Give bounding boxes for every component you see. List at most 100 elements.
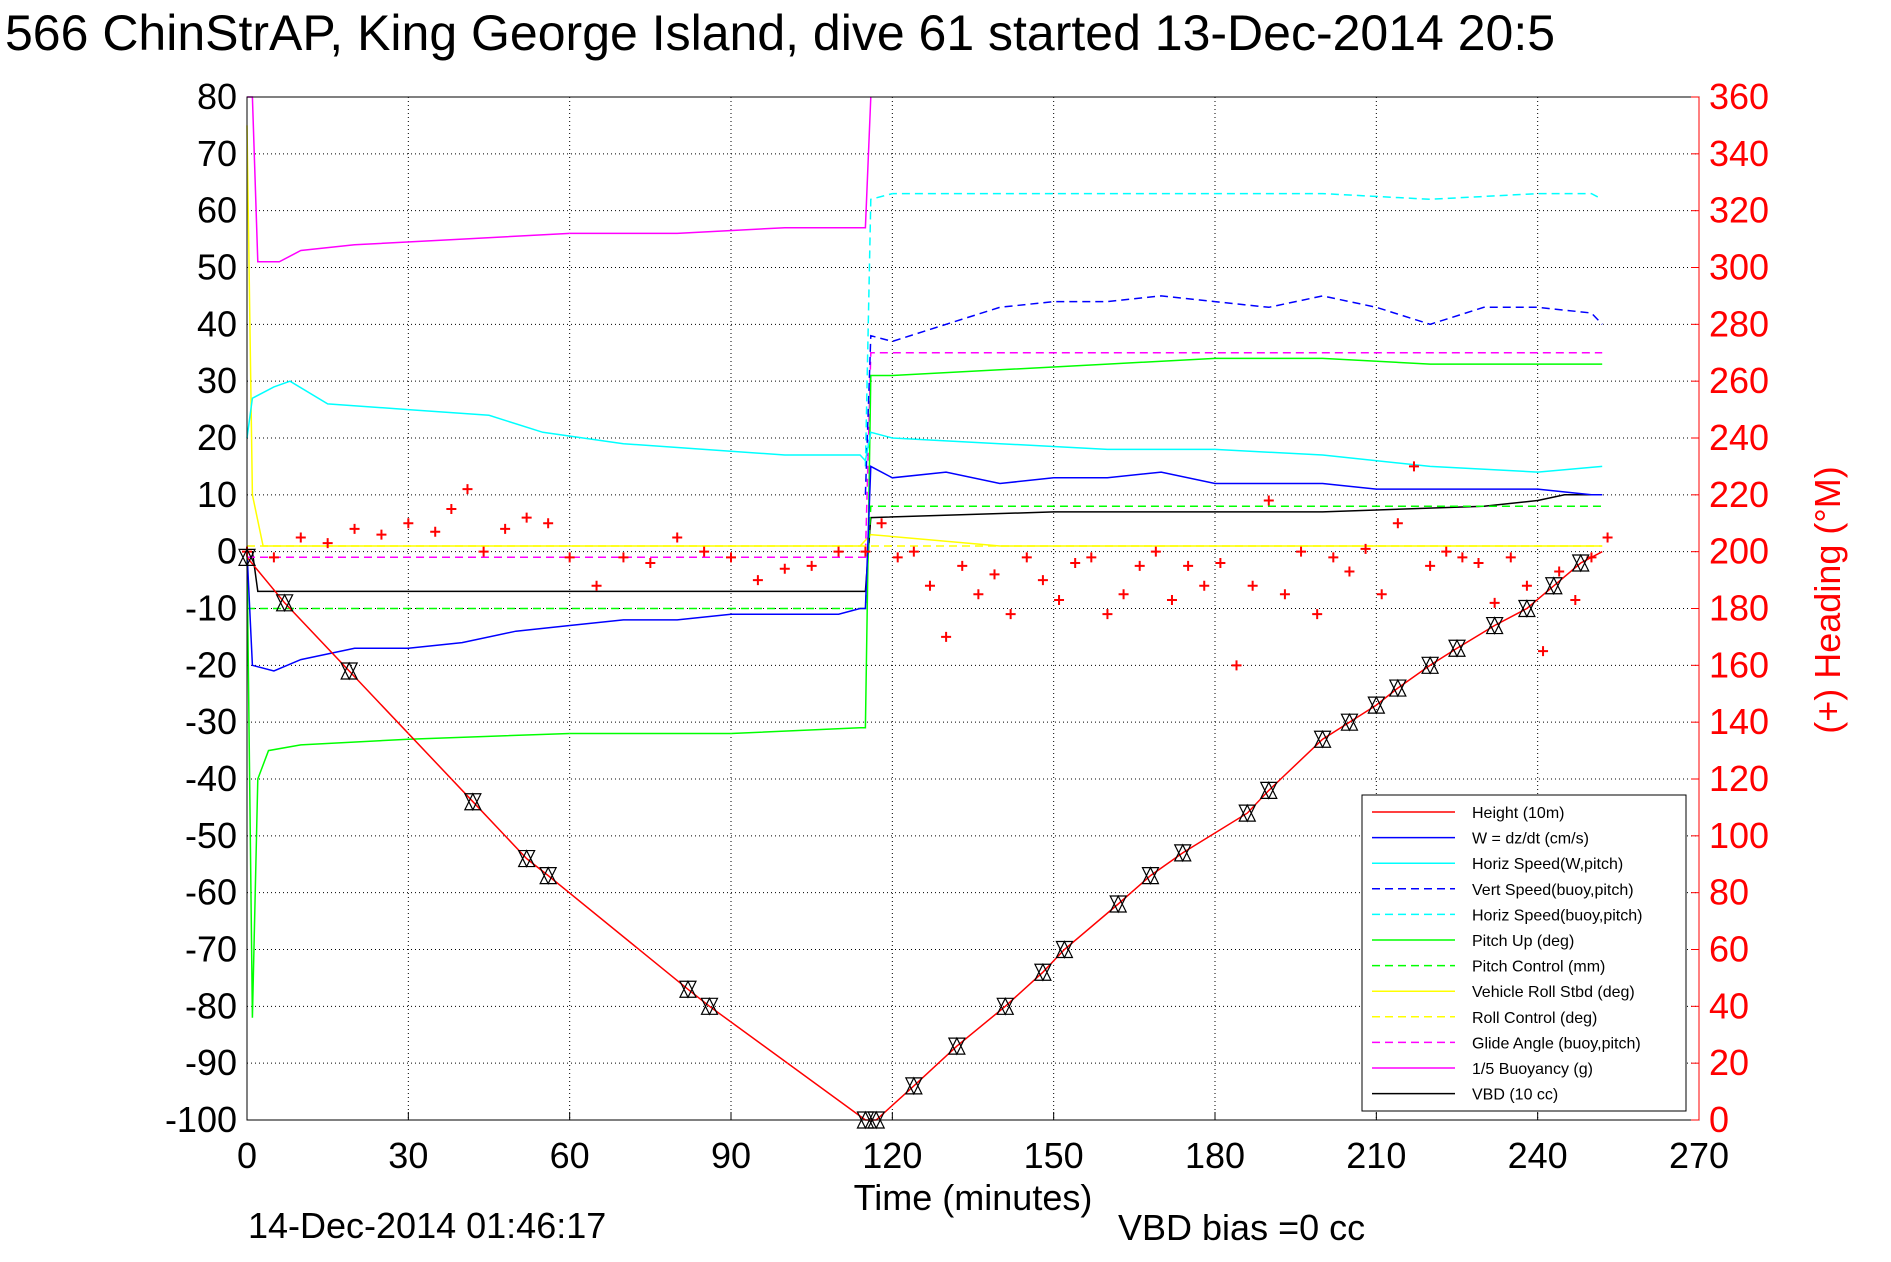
heading-point <box>1231 660 1242 671</box>
heading-point <box>1054 594 1065 605</box>
heading-point <box>989 569 1000 580</box>
heading-point <box>478 546 489 557</box>
legend-label: Horiz Speed(buoy,pitch) <box>1472 907 1642 924</box>
dive-marker <box>1141 866 1160 885</box>
heading-point <box>973 589 984 600</box>
heading-point <box>403 518 414 529</box>
y-tick-label-left: 50 <box>197 247 237 288</box>
heading-point <box>543 518 554 529</box>
heading-point <box>806 560 817 571</box>
triangle-markers <box>238 548 1590 1130</box>
dive-marker <box>1033 962 1052 982</box>
y-tick-label-left: -10 <box>185 588 237 629</box>
heading-point <box>924 580 935 591</box>
heading-point <box>618 552 629 563</box>
heading-point <box>500 523 511 534</box>
heading-point <box>1312 609 1323 620</box>
dive-marker <box>1259 781 1278 800</box>
heading-point <box>1070 558 1081 569</box>
series-vehicle-roll-stbd-deg <box>246 125 1603 547</box>
heading-point <box>564 552 575 563</box>
x-tick-label: 0 <box>237 1135 257 1176</box>
heading-point <box>1489 597 1500 608</box>
legend-label: VBD (10 cc) <box>1472 1087 1558 1104</box>
series-height-10m <box>246 551 1603 1121</box>
heading-point <box>1021 552 1032 563</box>
y-tick-label-left: 10 <box>197 474 237 515</box>
heading-point <box>699 546 710 557</box>
dive-marker <box>1173 843 1192 863</box>
heading-point <box>1263 495 1274 506</box>
legend-label: Pitch Control (mm) <box>1472 959 1605 976</box>
y-tick-label-right: 280 <box>1709 303 1769 344</box>
legend-box <box>1361 794 1687 1112</box>
heading-point <box>376 529 387 540</box>
heading-point <box>876 518 887 529</box>
heading-point <box>1199 580 1210 591</box>
dive-marker <box>1367 695 1386 715</box>
heading-point <box>1166 594 1177 605</box>
series-layer <box>246 96 1603 1121</box>
dive-marker <box>1485 616 1504 635</box>
heading-point <box>1296 546 1307 557</box>
heading-point <box>1279 589 1290 600</box>
y-tick-label-right: 220 <box>1709 474 1769 515</box>
heading-point <box>1425 560 1436 571</box>
heading-point <box>1183 560 1194 571</box>
y-tick-label-left: 30 <box>197 360 237 401</box>
y-tick-label-right: 160 <box>1709 644 1769 685</box>
heading-point <box>1457 552 1468 563</box>
y-tick-label-right: 140 <box>1709 701 1769 742</box>
y-tick-label-left: 80 <box>197 76 237 117</box>
heading-point <box>672 532 683 543</box>
heading-markers <box>242 461 1613 671</box>
heading-point <box>1118 589 1129 600</box>
y-tick-label-right: 60 <box>1709 929 1749 970</box>
heading-point <box>1376 589 1387 600</box>
x-tick-label: 60 <box>550 1135 590 1176</box>
dive-marker <box>1421 655 1440 675</box>
heading-point <box>1215 558 1226 569</box>
dive-marker <box>947 1036 966 1056</box>
heading-point <box>1538 646 1549 657</box>
y-tick-label-left: -40 <box>185 758 237 799</box>
heading-point <box>645 558 656 569</box>
y-tick-label-left: -60 <box>185 872 237 913</box>
legend-label: Roll Control (deg) <box>1472 1010 1597 1027</box>
series-vbd-10-cc <box>247 494 1603 593</box>
footer-date: 14-Dec-2014 01:46:17 <box>248 1205 606 1246</box>
heading-point <box>752 575 763 586</box>
y-tick-label-left: -50 <box>185 815 237 856</box>
heading-point <box>462 484 473 495</box>
chart-title: 566 ChinStrAP, King George Island, dive … <box>5 5 1555 61</box>
dive-marker <box>1544 576 1563 596</box>
legend-label: Horiz Speed(W,pitch) <box>1472 856 1623 873</box>
y-tick-label-left: -30 <box>185 701 237 742</box>
dive-marker <box>1571 553 1590 573</box>
x-axis-label: Time (minutes) <box>854 1177 1093 1218</box>
series-pitch-up-deg <box>246 357 1603 1018</box>
dive-marker <box>1055 940 1074 959</box>
y-tick-label-left: -80 <box>185 985 237 1026</box>
series-w-dz-dt-cm-s <box>246 465 1603 672</box>
heading-point <box>957 560 968 571</box>
y-tick-label-right: 20 <box>1709 1042 1749 1083</box>
series-1-5-buoyancy-g <box>247 96 872 263</box>
x-tick-label: 180 <box>1185 1135 1245 1176</box>
heading-point <box>446 504 457 515</box>
heading-point <box>1441 546 1452 557</box>
dive-marker <box>1109 894 1128 914</box>
series-horiz-speed-buoy-pitch <box>864 192 1603 467</box>
legend-label: Vert Speed(buoy,pitch) <box>1472 882 1634 899</box>
dive-marker <box>1388 678 1407 698</box>
y-tick-label-left: 70 <box>197 133 237 174</box>
dive-marker <box>1448 638 1466 658</box>
y-tick-label-right: 340 <box>1709 133 1769 174</box>
y-tick-label-right: 100 <box>1709 815 1769 856</box>
y-tick-label-left: -100 <box>165 1099 237 1140</box>
heading-point <box>1005 609 1016 620</box>
y-tick-label-left: 60 <box>197 190 237 231</box>
dive-marker <box>904 1076 923 1096</box>
y-tick-label-right: 40 <box>1709 985 1749 1026</box>
